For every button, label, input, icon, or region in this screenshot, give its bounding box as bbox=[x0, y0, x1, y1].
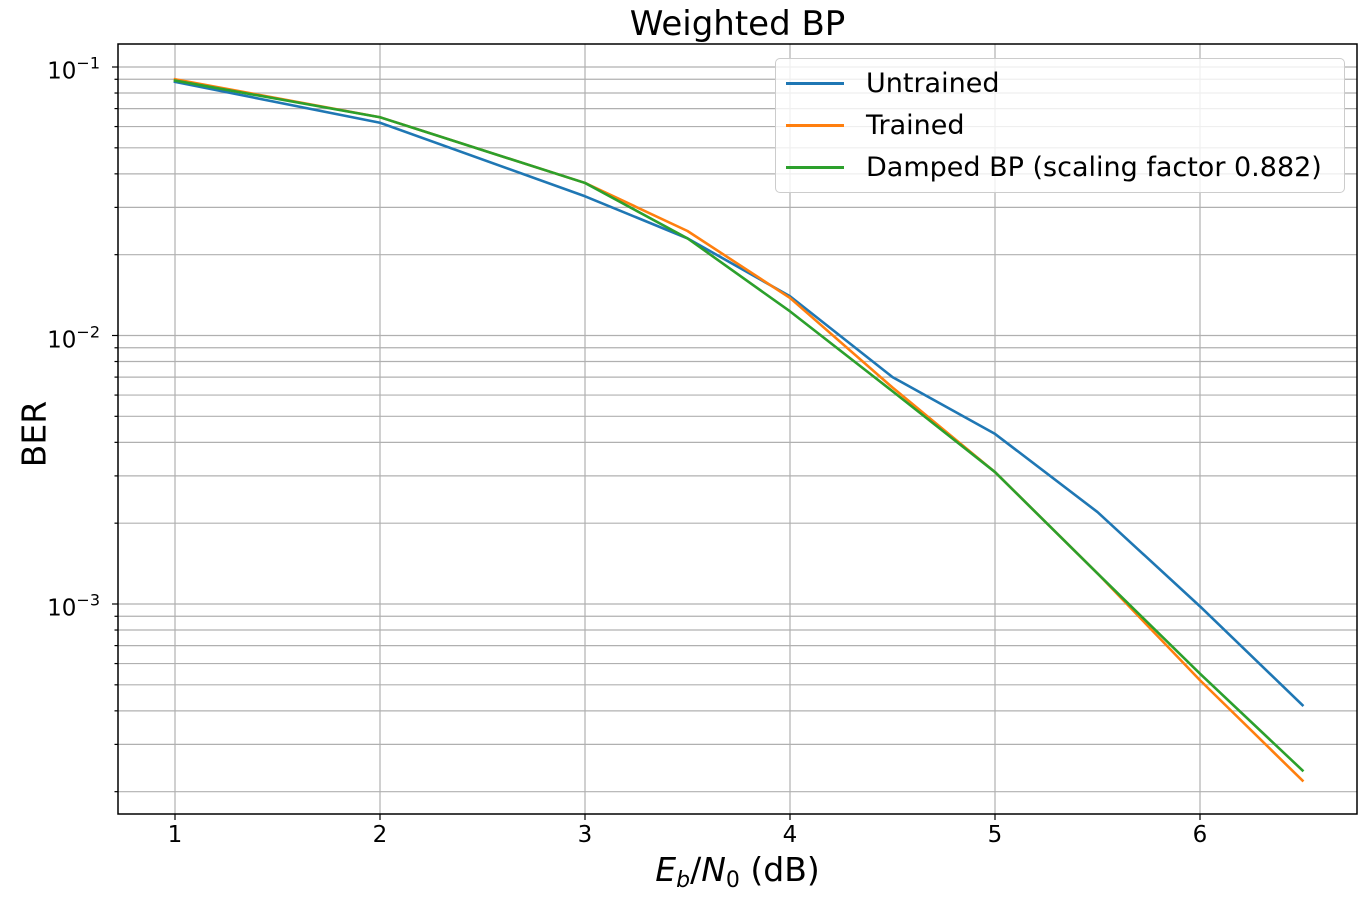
x-label-slash: / bbox=[690, 850, 702, 889]
series-line bbox=[173, 79, 1305, 773]
x-label-zero: 0 bbox=[725, 868, 740, 893]
legend-item-damped: Damped BP (scaling factor 0.882) bbox=[786, 147, 1322, 187]
axes-frame bbox=[112, 43, 1358, 820]
legend-label: Untrained bbox=[866, 67, 1000, 99]
legend-swatch-trained bbox=[786, 123, 844, 127]
legend-swatch-damped bbox=[786, 165, 844, 169]
series-line bbox=[173, 80, 1305, 707]
x-label-e: E bbox=[655, 850, 677, 889]
legend-item-untrained: Untrained bbox=[786, 63, 999, 103]
x-label-b: b bbox=[676, 868, 691, 893]
y-tick-label: 10−2 bbox=[47, 322, 100, 353]
legend-label: Trained bbox=[866, 109, 965, 141]
x-label-unit: (dB) bbox=[739, 850, 820, 889]
x-label-n: N bbox=[701, 850, 726, 889]
y-tick-label: 10−1 bbox=[47, 53, 100, 85]
legend: Untrained Trained Damped BP (scaling fac… bbox=[775, 58, 1345, 193]
legend-label: Damped BP (scaling factor 0.882) bbox=[866, 151, 1322, 183]
y-axis-label: BER bbox=[14, 400, 54, 468]
x-axis-label: Eb/N0 (dB) bbox=[118, 850, 1357, 893]
data-lines bbox=[173, 77, 1305, 783]
chart-title: Weighted BP bbox=[629, 4, 846, 44]
x-tick-label: 5 bbox=[987, 822, 1003, 848]
x-tick-label: 6 bbox=[1192, 822, 1208, 848]
x-tick-label: 3 bbox=[577, 822, 593, 848]
x-tick-label: 4 bbox=[782, 822, 798, 848]
legend-item-trained: Trained bbox=[786, 105, 965, 145]
legend-swatch-untrained bbox=[786, 81, 844, 85]
x-tick-label: 1 bbox=[167, 822, 183, 848]
y-tick-label: 10−3 bbox=[47, 590, 100, 622]
x-tick-label: 2 bbox=[372, 822, 388, 848]
